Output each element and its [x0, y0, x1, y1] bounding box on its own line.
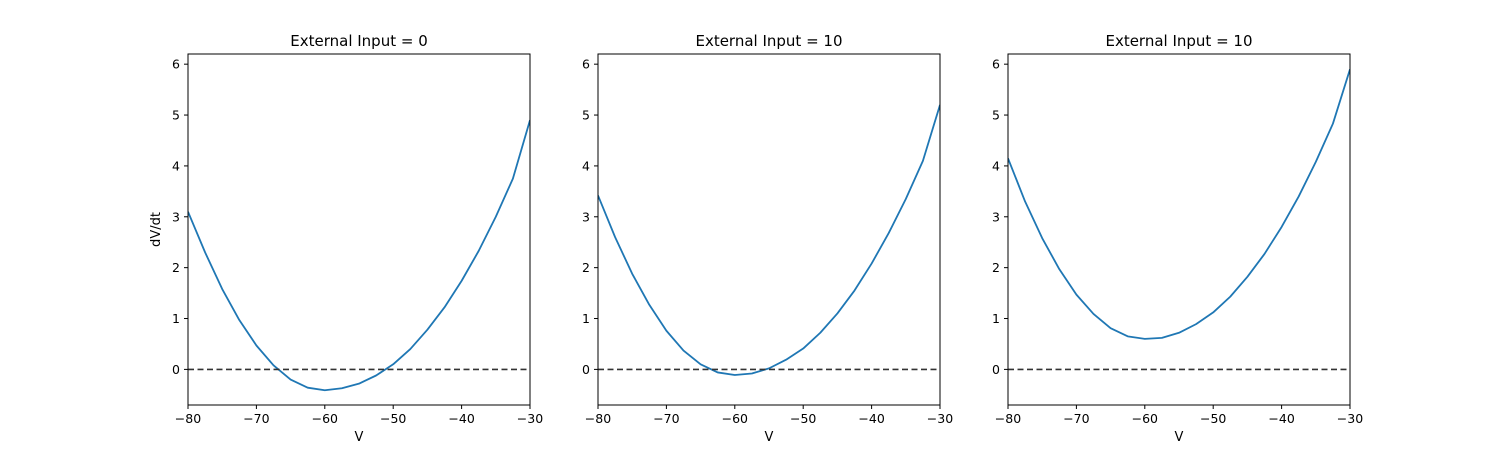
x-tick-label: −70 — [1063, 411, 1089, 426]
x-tick-label: −50 — [380, 411, 406, 426]
chart-title: External Input = 0 — [290, 32, 428, 50]
x-tick-label: −80 — [995, 411, 1021, 426]
y-tick-label: 0 — [992, 362, 1000, 377]
y-tick-label: 2 — [582, 260, 590, 275]
y-tick-label: 6 — [582, 57, 590, 72]
y-tick-label: 4 — [172, 158, 180, 173]
y-tick-label: 2 — [992, 260, 1000, 275]
chart-title: External Input = 10 — [695, 32, 842, 50]
y-tick-label: 1 — [992, 311, 1000, 326]
x-tick-label: −30 — [1337, 411, 1363, 426]
x-tick-label: −80 — [585, 411, 611, 426]
x-tick-label: −60 — [312, 411, 338, 426]
x-tick-label: −70 — [243, 411, 269, 426]
y-axis-label: dV/dt — [149, 212, 164, 247]
subplot-0: −80 −70 −60 −50 −40 −30 0 1 2 3 4 5 6 External Input … — [149, 32, 543, 445]
x-tick-label: −80 — [175, 411, 201, 426]
x-tick-label: −30 — [927, 411, 953, 426]
y-tick-label: 5 — [992, 108, 1000, 123]
y-tick-label: 5 — [172, 108, 180, 123]
y-tick-label: 1 — [582, 311, 590, 326]
y-tick-label: 4 — [992, 158, 1000, 173]
x-axis-label: V — [1175, 430, 1184, 445]
x-tick-label: −40 — [858, 411, 884, 426]
y-tick-label: 4 — [582, 158, 590, 173]
x-tick-label: −50 — [790, 411, 816, 426]
y-tick-label: 2 — [172, 260, 180, 275]
axes-frame — [187, 53, 531, 406]
series-line — [188, 119, 530, 392]
axes-frame — [597, 53, 941, 406]
x-tick-label: −70 — [653, 411, 679, 426]
x-tick-label: −30 — [517, 411, 543, 426]
subplot-2: −80 −70 −60 −50 −40 −30 0 1 2 3 4 5 6 External Input … — [992, 32, 1363, 445]
series-line — [1008, 68, 1350, 340]
x-axis-label: V — [355, 430, 364, 445]
x-tick-label: −40 — [448, 411, 474, 426]
y-tick-label: 5 — [582, 108, 590, 123]
y-tick-label: 6 — [172, 57, 180, 72]
series-line — [598, 104, 940, 376]
y-tick-label: 0 — [582, 362, 590, 377]
y-tick-label: 0 — [172, 362, 180, 377]
chart-title: External Input = 10 — [1105, 32, 1252, 50]
x-tick-label: −40 — [1268, 411, 1294, 426]
x-tick-label: −60 — [722, 411, 748, 426]
y-tick-label: 3 — [582, 209, 590, 224]
y-tick-label: 3 — [172, 209, 180, 224]
y-tick-label: 3 — [992, 209, 1000, 224]
y-tick-label: 6 — [992, 57, 1000, 72]
x-axis-label: V — [765, 430, 774, 445]
y-tick-label: 1 — [172, 311, 180, 326]
axes-frame — [1007, 53, 1351, 406]
x-tick-label: −50 — [1200, 411, 1226, 426]
x-tick-label: −60 — [1132, 411, 1158, 426]
subplot-1: −80 −70 −60 −50 −40 −30 0 1 2 3 4 5 6 External Input … — [582, 32, 953, 445]
